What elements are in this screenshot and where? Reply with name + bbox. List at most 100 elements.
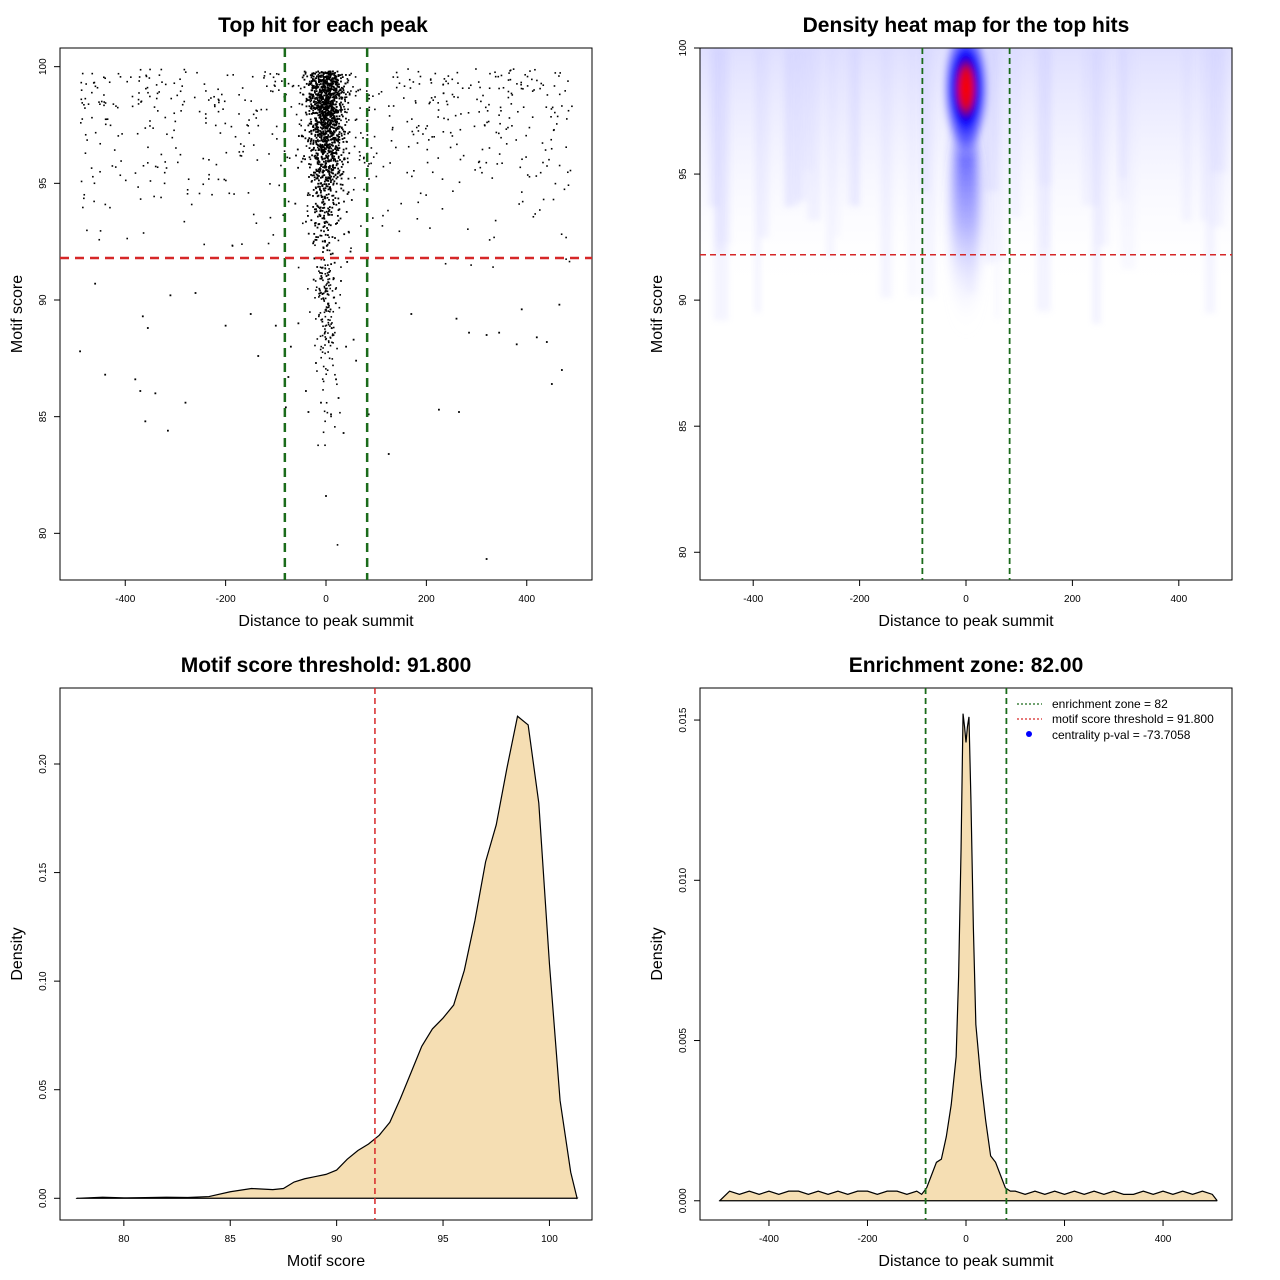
scatter-point xyxy=(325,148,327,150)
scatter-point xyxy=(325,72,328,74)
scatter-point xyxy=(325,97,328,100)
scatter-point xyxy=(395,71,398,74)
scatter-point xyxy=(331,358,334,360)
scatter-point xyxy=(319,95,322,98)
scatter-point xyxy=(296,148,299,151)
scatter-point xyxy=(344,93,347,96)
scatter-point xyxy=(317,114,320,117)
scatter-point xyxy=(477,161,480,164)
scatter-point xyxy=(332,342,334,344)
scatter-point xyxy=(310,93,313,96)
scatter-point xyxy=(310,120,313,123)
scatter-point xyxy=(327,75,329,78)
heatmap-streak xyxy=(826,48,834,258)
scatter-point xyxy=(322,160,325,163)
scatter-point xyxy=(444,262,447,265)
scatter-point xyxy=(338,138,341,141)
scatter-point xyxy=(318,91,321,93)
scatter-point xyxy=(319,292,321,295)
scatter-point xyxy=(363,156,365,159)
scatter-point xyxy=(355,118,358,121)
scatter-point xyxy=(314,238,317,241)
scatter-point xyxy=(496,163,499,165)
scatter-point xyxy=(104,118,107,121)
scatter-point xyxy=(309,311,311,313)
scatter-point xyxy=(312,78,314,80)
scatter-point xyxy=(318,296,320,298)
scatter-point xyxy=(331,77,334,80)
scatter-point xyxy=(315,83,318,86)
scatter-point xyxy=(336,118,339,121)
scatter-point xyxy=(297,166,299,169)
scatter-point xyxy=(326,111,329,114)
scatter-point xyxy=(311,73,314,75)
scatter-point xyxy=(375,152,378,155)
scatter-point xyxy=(325,125,327,128)
scatter-point xyxy=(326,272,329,274)
legend-pval-dot xyxy=(1026,731,1032,737)
scatter-point xyxy=(323,230,325,233)
scatter-point xyxy=(347,161,349,164)
scatter-point xyxy=(322,203,325,206)
scatter-point xyxy=(327,264,329,266)
scatter-point xyxy=(308,137,311,140)
scatter-point xyxy=(329,115,332,118)
scatter-point xyxy=(211,193,213,196)
scatter-point xyxy=(94,85,97,88)
scatter-point xyxy=(193,96,196,99)
scatter-point xyxy=(331,101,334,103)
scatter-point xyxy=(321,334,324,337)
scatter-point xyxy=(341,76,344,78)
scatter-point xyxy=(320,275,323,277)
scatter-point xyxy=(139,198,142,200)
scatter-point xyxy=(350,199,353,201)
scatter-point xyxy=(330,415,332,418)
scatter-point xyxy=(325,76,328,79)
scatter-point xyxy=(318,161,321,163)
scatter-point xyxy=(340,91,343,94)
scatter-point xyxy=(323,115,325,117)
scatter-point xyxy=(429,101,431,104)
scatter-point xyxy=(340,119,342,122)
scatter-point xyxy=(325,141,328,144)
scatter-point xyxy=(316,128,319,131)
scatter-point xyxy=(335,97,338,99)
scatter-point xyxy=(460,113,462,115)
scatter-point xyxy=(494,71,496,74)
scatter-point xyxy=(518,203,520,205)
scatter-point xyxy=(331,131,334,134)
scatter-point xyxy=(327,340,330,342)
scatter-point xyxy=(315,117,317,120)
scatter-point xyxy=(326,94,329,96)
scatter-point xyxy=(323,147,326,149)
scatter-point xyxy=(323,157,326,160)
scatter-point xyxy=(382,165,385,168)
scatter-point xyxy=(153,195,155,198)
scatter-point xyxy=(341,73,343,76)
scatter-point xyxy=(321,114,324,117)
scatter-point xyxy=(322,365,325,368)
scatter-point xyxy=(316,146,319,149)
scatter-point xyxy=(196,71,198,74)
scatter-point xyxy=(323,86,326,88)
scatter-point xyxy=(332,201,335,204)
scatter-point xyxy=(186,188,189,191)
scatter-point xyxy=(545,106,548,108)
scatter-point xyxy=(322,166,324,168)
scatter-point xyxy=(251,75,254,78)
scatter-point xyxy=(410,313,413,315)
scatter-point xyxy=(316,162,319,165)
scatter-point xyxy=(308,99,310,101)
scatter-point xyxy=(202,183,205,186)
scatter-point xyxy=(389,162,391,164)
scatter-point xyxy=(326,124,329,127)
scatter-point xyxy=(306,205,309,207)
scatter-point xyxy=(183,68,186,71)
scatter-point xyxy=(407,68,409,70)
scatter-point xyxy=(324,233,327,236)
scatter-point xyxy=(322,80,325,82)
scatter-point xyxy=(327,160,330,163)
scatter-point xyxy=(328,118,331,121)
scatter-point xyxy=(317,157,320,160)
scatter-point xyxy=(164,116,167,119)
